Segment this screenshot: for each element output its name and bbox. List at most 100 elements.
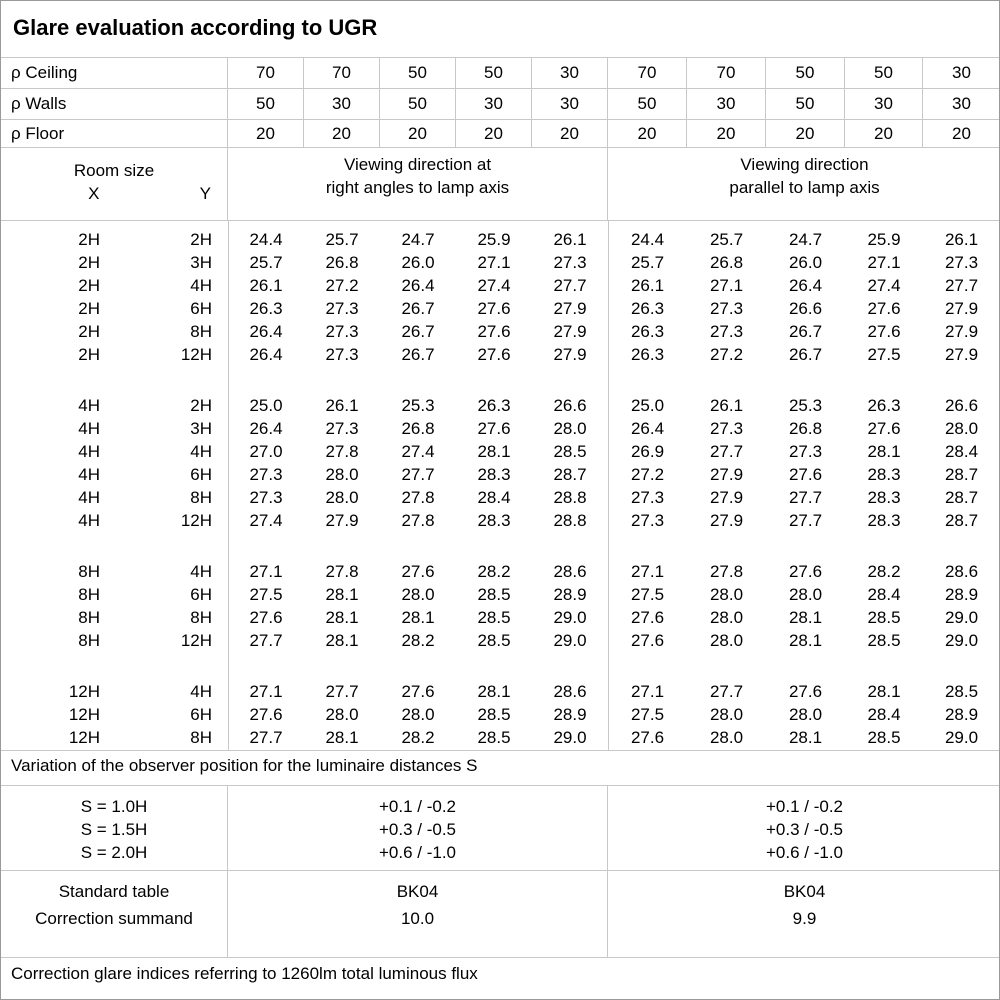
- room-size-x: 4H: [78, 396, 100, 415]
- ugr-value-right-angles: 26.8: [401, 419, 435, 438]
- room-size-y: 4H: [190, 682, 212, 701]
- ugr-value-parallel: 28.0: [944, 419, 979, 438]
- ugr-value-right-angles: 27.3: [325, 322, 359, 341]
- ugr-value-right-angles: 26.7: [401, 299, 435, 318]
- room-size-x: 4H: [78, 442, 100, 461]
- ugr-value-right-angles: 27.9: [553, 299, 587, 318]
- ugr-value-right-angles: 27.6: [401, 682, 435, 701]
- ugr-value-parallel: 26.4: [630, 419, 665, 438]
- ugr-value-right-angles: 28.5: [553, 442, 587, 461]
- s-variation-value: +0.6 / -1.0: [378, 843, 457, 862]
- ugr-value-right-angles: 28.6: [553, 562, 587, 581]
- ugr-value-parallel: 24.4: [630, 230, 665, 249]
- ugr-value-right-angles: 28.0: [325, 465, 359, 484]
- reflectance-value: 20: [766, 120, 845, 147]
- ugr-value-parallel: 27.8: [709, 562, 744, 581]
- ugr-value-right-angles: 27.6: [477, 419, 511, 438]
- ugr-block: 8H 4H 27.1 27.8 27.6 28.2 28.6 27.1 27.8 27.6 28.2…: [1, 560, 999, 652]
- ugr-value-right-angles: 27.7: [553, 276, 587, 295]
- reflectance-value: 30: [687, 89, 766, 119]
- ugr-value-parallel: 26.8: [709, 253, 744, 272]
- ugr-value-right-angles: 28.0: [325, 705, 359, 724]
- summary-value: 10.0: [400, 909, 435, 928]
- footer-note: Correction glare indices referring to 12…: [11, 964, 478, 983]
- ugr-value-parallel: 29.0: [944, 608, 979, 627]
- ugr-value-parallel: 25.7: [709, 230, 744, 249]
- ugr-value-parallel: 28.9: [944, 585, 979, 604]
- room-size-y: 8H: [190, 728, 212, 747]
- room-size-x: 2H: [78, 276, 100, 295]
- ugr-value-right-angles: 26.1: [553, 230, 587, 249]
- heading-line: Viewing direction: [740, 155, 869, 174]
- room-size-y: 12H: [180, 631, 212, 650]
- ugr-value-right-angles: 27.2: [325, 276, 359, 295]
- ugr-value-parallel: 28.3: [867, 465, 901, 484]
- ugr-value-parallel: 27.9: [709, 488, 744, 507]
- reflectance-value: 50: [228, 89, 304, 119]
- ugr-value-right-angles: 25.7: [325, 230, 359, 249]
- reflectance-value: 20: [608, 120, 687, 147]
- ugr-value-parallel: 28.5: [944, 682, 979, 701]
- heading-line: parallel to lamp axis: [729, 178, 880, 197]
- summary-label: Standard table: [58, 882, 170, 901]
- ugr-value-right-angles: 25.9: [477, 230, 511, 249]
- ugr-value-parallel: 27.6: [788, 465, 823, 484]
- ugr-value-right-angles: 28.7: [553, 465, 587, 484]
- ugr-value-right-angles: 27.9: [553, 322, 587, 341]
- ugr-value-right-angles: 28.2: [401, 631, 435, 650]
- ugr-value-right-angles: 26.4: [249, 322, 283, 341]
- ugr-value-right-angles: 28.0: [401, 585, 435, 604]
- ugr-value-right-angles: 29.0: [553, 728, 587, 747]
- ugr-value-parallel: 26.3: [630, 322, 665, 341]
- ugr-value-parallel: 27.9: [944, 345, 979, 364]
- ugr-value-right-angles: 27.1: [249, 562, 283, 581]
- room-size-y: 12H: [180, 511, 212, 530]
- ugr-value-parallel: 27.6: [867, 419, 901, 438]
- reflectance-value: 50: [608, 89, 687, 119]
- ugr-value-right-angles: 28.3: [477, 511, 511, 530]
- ugr-value-parallel: 28.7: [944, 465, 979, 484]
- ugr-value-parallel: 26.4: [788, 276, 823, 295]
- ugr-value-parallel: 28.0: [788, 705, 823, 724]
- ugr-value-parallel: 27.6: [867, 322, 901, 341]
- ugr-value-parallel: 27.3: [630, 488, 665, 507]
- room-size-x: 12H: [68, 728, 100, 747]
- ugr-value-parallel: 27.5: [630, 585, 665, 604]
- reflectance-value: 20: [304, 120, 380, 147]
- ugr-value-parallel: 27.7: [788, 488, 823, 507]
- ugr-value-right-angles: 27.6: [249, 705, 283, 724]
- ugr-value-parallel: 29.0: [944, 728, 979, 747]
- room-size-y: 12H: [180, 345, 212, 364]
- ugr-value-right-angles: 26.7: [401, 322, 435, 341]
- summary-value: BK04: [783, 882, 826, 901]
- s-distance-label: S = 2.0H: [80, 843, 148, 862]
- x-axis-label: X: [88, 184, 100, 203]
- ugr-value-right-angles: 28.9: [553, 705, 587, 724]
- room-size-x: 2H: [78, 299, 100, 318]
- ugr-value-parallel: 27.9: [944, 299, 979, 318]
- reflectance-value: 20: [952, 123, 971, 143]
- ugr-value-parallel: 26.8: [788, 419, 823, 438]
- ugr-value-right-angles: 27.6: [477, 299, 511, 318]
- ugr-value-parallel: 27.5: [867, 345, 901, 364]
- s-variation-left-values: +0.1 / -0.2 +0.3 / -0.5 +0.6 / -1.0: [228, 786, 608, 870]
- ugr-value-parallel: 28.7: [944, 511, 979, 530]
- ugr-value-parallel: 28.2: [867, 562, 901, 581]
- summary-value: BK04: [396, 882, 439, 901]
- ugr-row: 4H 2H 25.0 26.1 25.3 26.3 26.6 25.0 26.1 25.3 26.3…: [1, 394, 999, 417]
- ugr-value-right-angles: 27.8: [401, 488, 435, 507]
- ugr-value-right-angles: 27.6: [477, 322, 511, 341]
- reflectance-value: 30: [304, 89, 380, 119]
- room-size-y: 6H: [190, 705, 212, 724]
- ugr-value-right-angles: 28.1: [325, 631, 359, 650]
- ugr-value-parallel: 27.2: [709, 345, 744, 364]
- ugr-value-parallel: 27.6: [630, 608, 665, 627]
- room-size-y: 4H: [190, 562, 212, 581]
- ugr-value-parallel: 27.4: [867, 276, 901, 295]
- ugr-value-right-angles: 28.1: [477, 442, 511, 461]
- ugr-value-right-angles: 28.8: [553, 511, 587, 530]
- ugr-value-parallel: 29.0: [944, 631, 979, 650]
- ugr-value-parallel: 27.5: [630, 705, 665, 724]
- reflectance-value: 30: [952, 63, 971, 82]
- ugr-value-right-angles: 28.1: [325, 585, 359, 604]
